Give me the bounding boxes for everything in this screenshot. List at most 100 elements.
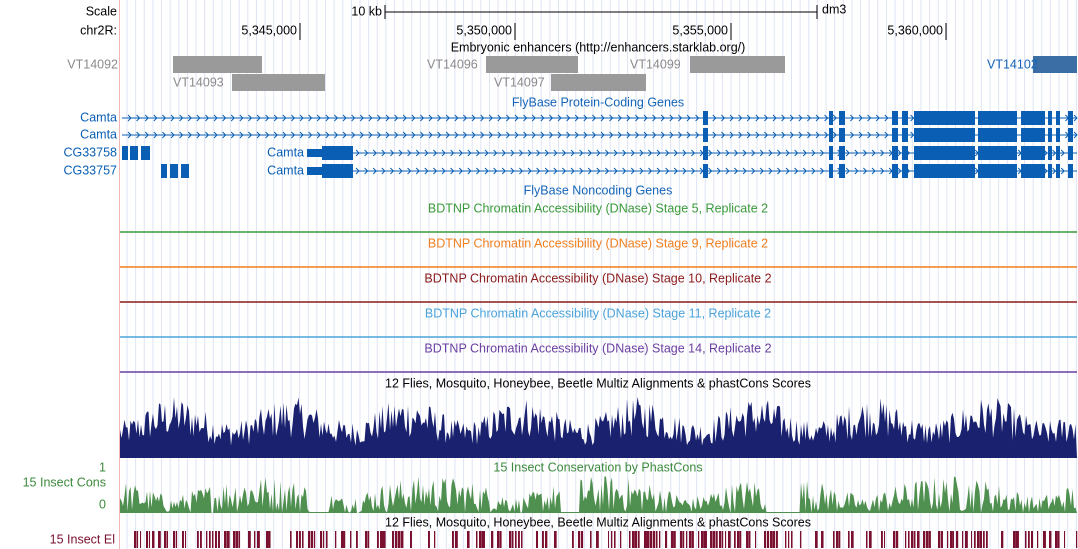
strand-arrow bbox=[377, 131, 382, 139]
conserved-element bbox=[905, 531, 907, 548]
conserved-element bbox=[1031, 531, 1034, 548]
strand-arrow bbox=[205, 131, 210, 139]
strand-arrow bbox=[850, 131, 855, 139]
conserved-element bbox=[923, 531, 926, 548]
strand-arrow bbox=[493, 149, 498, 157]
exon bbox=[914, 128, 975, 142]
strand-arrow bbox=[540, 114, 545, 122]
strand-arrow bbox=[531, 114, 536, 122]
strand-arrow bbox=[734, 167, 739, 175]
strand-arrow bbox=[398, 149, 403, 157]
strand-arrow bbox=[626, 114, 631, 122]
conserved-element bbox=[701, 531, 704, 548]
exon bbox=[829, 111, 833, 125]
strand-arrow bbox=[880, 167, 885, 175]
strand-arrow bbox=[497, 114, 502, 122]
strand-arrow bbox=[424, 167, 429, 175]
strand-arrow bbox=[402, 114, 407, 122]
strand-arrow bbox=[312, 167, 317, 175]
conserved-element bbox=[893, 531, 896, 548]
strand-arrow bbox=[583, 114, 588, 122]
strand-arrow bbox=[282, 114, 287, 122]
conserved-element bbox=[977, 531, 980, 548]
strand-arrow bbox=[514, 114, 519, 122]
strand-arrow bbox=[510, 167, 515, 175]
exon bbox=[978, 111, 1017, 125]
strand-arrow bbox=[712, 114, 717, 122]
conserved-element bbox=[773, 531, 776, 548]
conserved-element bbox=[218, 531, 220, 548]
exon bbox=[1056, 146, 1060, 160]
strand-arrow bbox=[794, 167, 799, 175]
conserved-element bbox=[788, 531, 790, 548]
strand-arrow bbox=[338, 167, 343, 175]
strand-arrow bbox=[493, 167, 498, 175]
strand-arrow bbox=[450, 149, 455, 157]
conserved-element bbox=[638, 531, 640, 548]
conserved-element bbox=[710, 531, 713, 548]
gene-label: CG33757 bbox=[63, 163, 117, 177]
strand-arrow bbox=[381, 167, 386, 175]
conserved-element bbox=[911, 531, 914, 548]
strand-arrow bbox=[437, 131, 442, 139]
strand-arrow bbox=[725, 149, 730, 157]
strand-arrow bbox=[815, 114, 820, 122]
strand-arrow bbox=[390, 149, 395, 157]
exon bbox=[892, 164, 898, 178]
strand-arrow bbox=[364, 167, 369, 175]
conserved-element bbox=[914, 531, 916, 548]
exon bbox=[829, 146, 833, 160]
strand-arrow bbox=[605, 149, 610, 157]
strand-arrow bbox=[648, 167, 653, 175]
conserved-element bbox=[1025, 531, 1027, 548]
gene-label: Camta bbox=[80, 127, 117, 141]
exon bbox=[122, 146, 128, 160]
strand-arrow bbox=[897, 149, 902, 157]
conserved-element bbox=[215, 531, 217, 548]
strand-arrow bbox=[643, 131, 648, 139]
conserved-element bbox=[326, 531, 328, 548]
conserved-element bbox=[476, 531, 478, 548]
strand-arrow bbox=[205, 114, 210, 122]
strand-arrow bbox=[415, 167, 420, 175]
conserved-element bbox=[554, 531, 557, 548]
strand-arrow bbox=[622, 167, 627, 175]
enhancer-label: VT14093 bbox=[173, 75, 224, 89]
strand-arrow bbox=[415, 149, 420, 157]
conserved-element bbox=[713, 531, 716, 548]
strand-arrow bbox=[463, 114, 468, 122]
strand-arrow bbox=[884, 131, 889, 139]
enhancer bbox=[690, 56, 785, 73]
conserved-element bbox=[248, 531, 251, 548]
enhancer-label: VT14096 bbox=[427, 57, 478, 71]
strand-arrow bbox=[334, 131, 339, 139]
strand-arrow bbox=[609, 131, 614, 139]
conserved-element bbox=[974, 531, 976, 548]
conserved-element bbox=[629, 531, 631, 548]
enhancer-label: VT14099 bbox=[630, 57, 681, 71]
conserved-element bbox=[938, 531, 941, 548]
strand-arrow bbox=[407, 167, 412, 175]
gene-label: Camta bbox=[80, 110, 117, 124]
exon bbox=[914, 146, 975, 160]
conserved-element bbox=[1016, 531, 1019, 548]
strand-arrow bbox=[308, 131, 313, 139]
strand-arrow bbox=[579, 167, 584, 175]
strand-arrow bbox=[832, 131, 837, 139]
conserved-element bbox=[410, 531, 412, 548]
conserved-element bbox=[350, 531, 352, 548]
track-title: 12 Flies, Mosquito, Honeybee, Beetle Mul… bbox=[385, 376, 811, 390]
track-label: 15 Insect Cons bbox=[23, 475, 106, 489]
exon bbox=[829, 128, 833, 142]
conserved-element bbox=[848, 531, 850, 548]
strand-arrow bbox=[798, 114, 803, 122]
conserved-element bbox=[257, 531, 260, 548]
strand-arrow bbox=[144, 131, 149, 139]
strand-arrow bbox=[863, 167, 868, 175]
conserved-element bbox=[869, 531, 872, 548]
strand-arrow bbox=[256, 131, 261, 139]
strand-arrow bbox=[729, 114, 734, 122]
conserved-element bbox=[740, 531, 742, 548]
conserved-element bbox=[581, 531, 584, 548]
conserved-element bbox=[452, 531, 454, 548]
